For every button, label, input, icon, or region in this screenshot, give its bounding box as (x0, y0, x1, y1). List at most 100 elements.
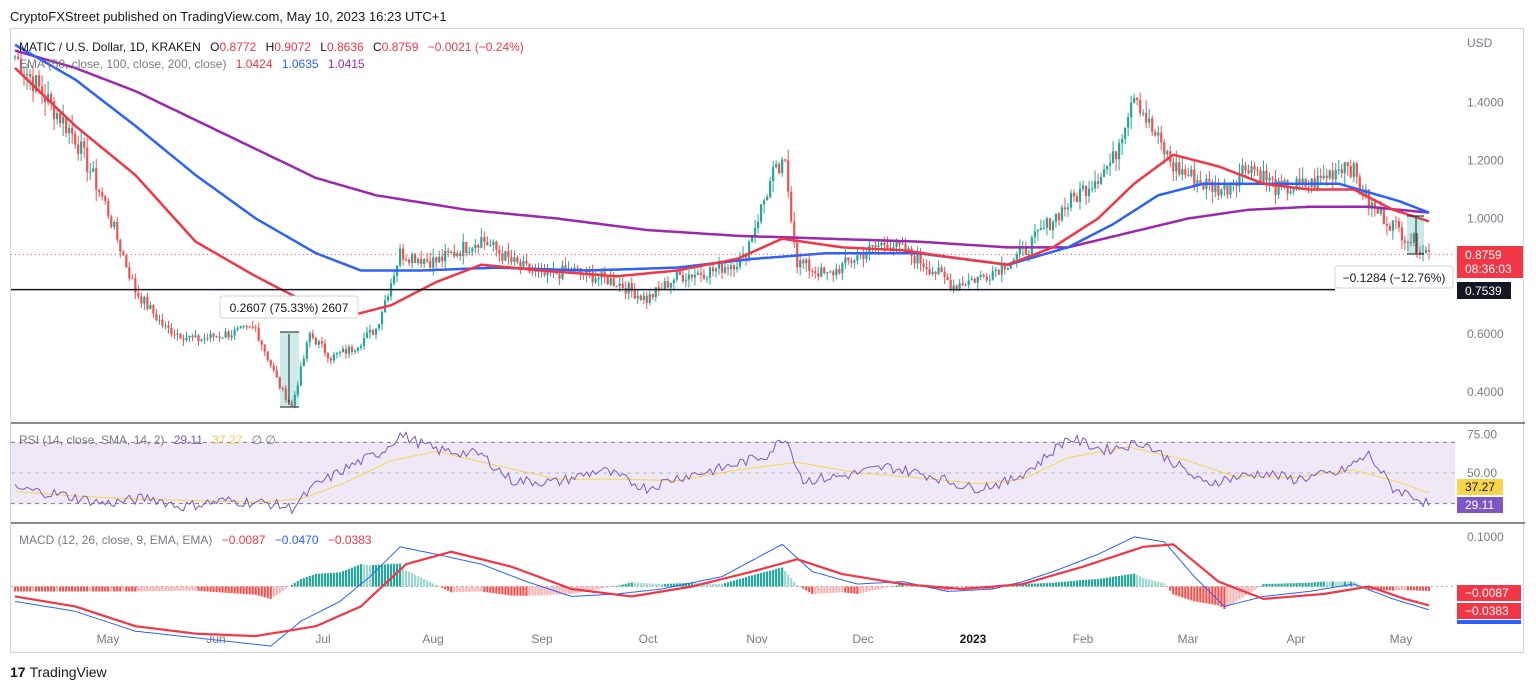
candle-body (447, 250, 450, 253)
macd-signal-line (14, 543, 1430, 638)
macd-hist-bar (438, 586, 441, 587)
macd-hist-bar (423, 579, 426, 587)
macd-hist-bar (1130, 574, 1133, 587)
candle-body (227, 331, 230, 338)
macd-hist-bar (80, 586, 83, 592)
macd-hist-bar (401, 566, 405, 587)
macd-hist-bar (194, 586, 197, 591)
macd-hist-bar (793, 581, 796, 587)
macd-hist-bar (753, 574, 757, 587)
macd-hist-bar (1006, 586, 1009, 588)
candle-body (152, 305, 155, 314)
macd-hist-bar (1262, 584, 1265, 587)
candle-body (904, 243, 907, 253)
candle-body (1081, 185, 1085, 189)
macd-hist-bar (1229, 586, 1232, 606)
candle-body (1105, 165, 1109, 170)
macd-hist-bar (501, 586, 504, 595)
candle-body (408, 259, 411, 263)
candle-body (630, 283, 633, 291)
macd-hist-bar (40, 586, 44, 592)
candle-body (1133, 97, 1136, 103)
candle-body (1115, 151, 1118, 160)
macd-hist-bar (600, 586, 603, 589)
candle-body (1069, 192, 1073, 208)
candle-body (1193, 169, 1196, 187)
candle-body (808, 259, 811, 271)
candle-body (940, 267, 943, 272)
macd-hist-bar (645, 583, 648, 587)
macd-hist-bar (113, 586, 116, 592)
time-tick-label: Jul (315, 632, 330, 646)
macd-hist-bar (1112, 576, 1115, 587)
macd-hist-bar (191, 586, 194, 591)
candle-body (260, 340, 263, 345)
macd-hist-bar (528, 586, 531, 596)
candle-body (125, 255, 128, 268)
macd-signal-badge (1457, 603, 1521, 619)
macd-hist-bar (1403, 586, 1407, 591)
macd-hist-bar (1418, 586, 1422, 591)
candle-body (925, 266, 928, 270)
measure-down-label-bg (1334, 265, 1454, 289)
candle-body (356, 347, 360, 351)
candle-body (462, 242, 465, 257)
candle-body (426, 259, 429, 261)
candle-body (558, 274, 561, 279)
macd-hist-bar (564, 586, 567, 595)
macd-hist-bar (206, 586, 209, 592)
macd-hist-bar (853, 586, 856, 594)
candle-body (65, 117, 68, 134)
candle-body (645, 295, 648, 303)
candle-body (128, 267, 131, 279)
candle-body (197, 335, 200, 342)
macd-hist-bar (1118, 575, 1121, 587)
macd-hist-bar (188, 586, 191, 591)
candle-body (86, 147, 89, 172)
macd-hist-bar (1090, 579, 1094, 587)
candle-body (1331, 170, 1334, 180)
candle-body (465, 242, 468, 253)
candle-body (486, 241, 489, 246)
candle-body (913, 256, 916, 264)
macd-hist-bar (92, 586, 95, 592)
candle-body (1268, 177, 1271, 181)
macd-hist-bar (1307, 582, 1310, 587)
candle-body (1367, 189, 1370, 209)
macd-hist-bar (1226, 586, 1229, 608)
candle-body (414, 254, 417, 263)
price-tick-label: 1.2000 (1467, 154, 1504, 168)
macd-hist-bar (365, 564, 369, 587)
macd-hist-bar (483, 586, 486, 592)
macd-hist-bar (522, 586, 525, 596)
candle-body (648, 294, 651, 303)
macd-hist-bar (140, 586, 143, 592)
time-tick-label: Sep (531, 632, 553, 646)
macd-hist-bar (242, 586, 245, 594)
candle-body (317, 341, 320, 345)
candle-body (757, 221, 760, 228)
macd-hist-bar (621, 584, 624, 587)
published-caption: CryptoFXStreet published on TradingView.… (10, 9, 447, 24)
candle-body (459, 253, 462, 257)
candle-body (233, 329, 236, 336)
candle-body (1370, 202, 1373, 209)
macd-hist-bar (338, 572, 342, 587)
macd-hist-bar (883, 586, 886, 589)
candle-body (299, 366, 302, 386)
candle-body (576, 267, 579, 269)
macd-hist-bar (1301, 582, 1304, 587)
candle-body (1003, 263, 1006, 270)
candle-body (618, 283, 621, 287)
macd-hist-bar (738, 578, 742, 587)
candle-body (732, 265, 736, 270)
candle-body (1045, 218, 1049, 228)
candle-body (1033, 231, 1036, 238)
macd-hist-bar (1033, 583, 1036, 587)
candle-body (519, 262, 522, 267)
candle-body (1373, 202, 1376, 207)
candle-body (98, 190, 101, 193)
candle-body (37, 75, 41, 87)
macd-hist-bar (1415, 586, 1419, 591)
chart-canvas[interactable]: 0.2607 (75.33%) 2607 −0.1284 (−12.76%) M… (11, 29, 1525, 654)
